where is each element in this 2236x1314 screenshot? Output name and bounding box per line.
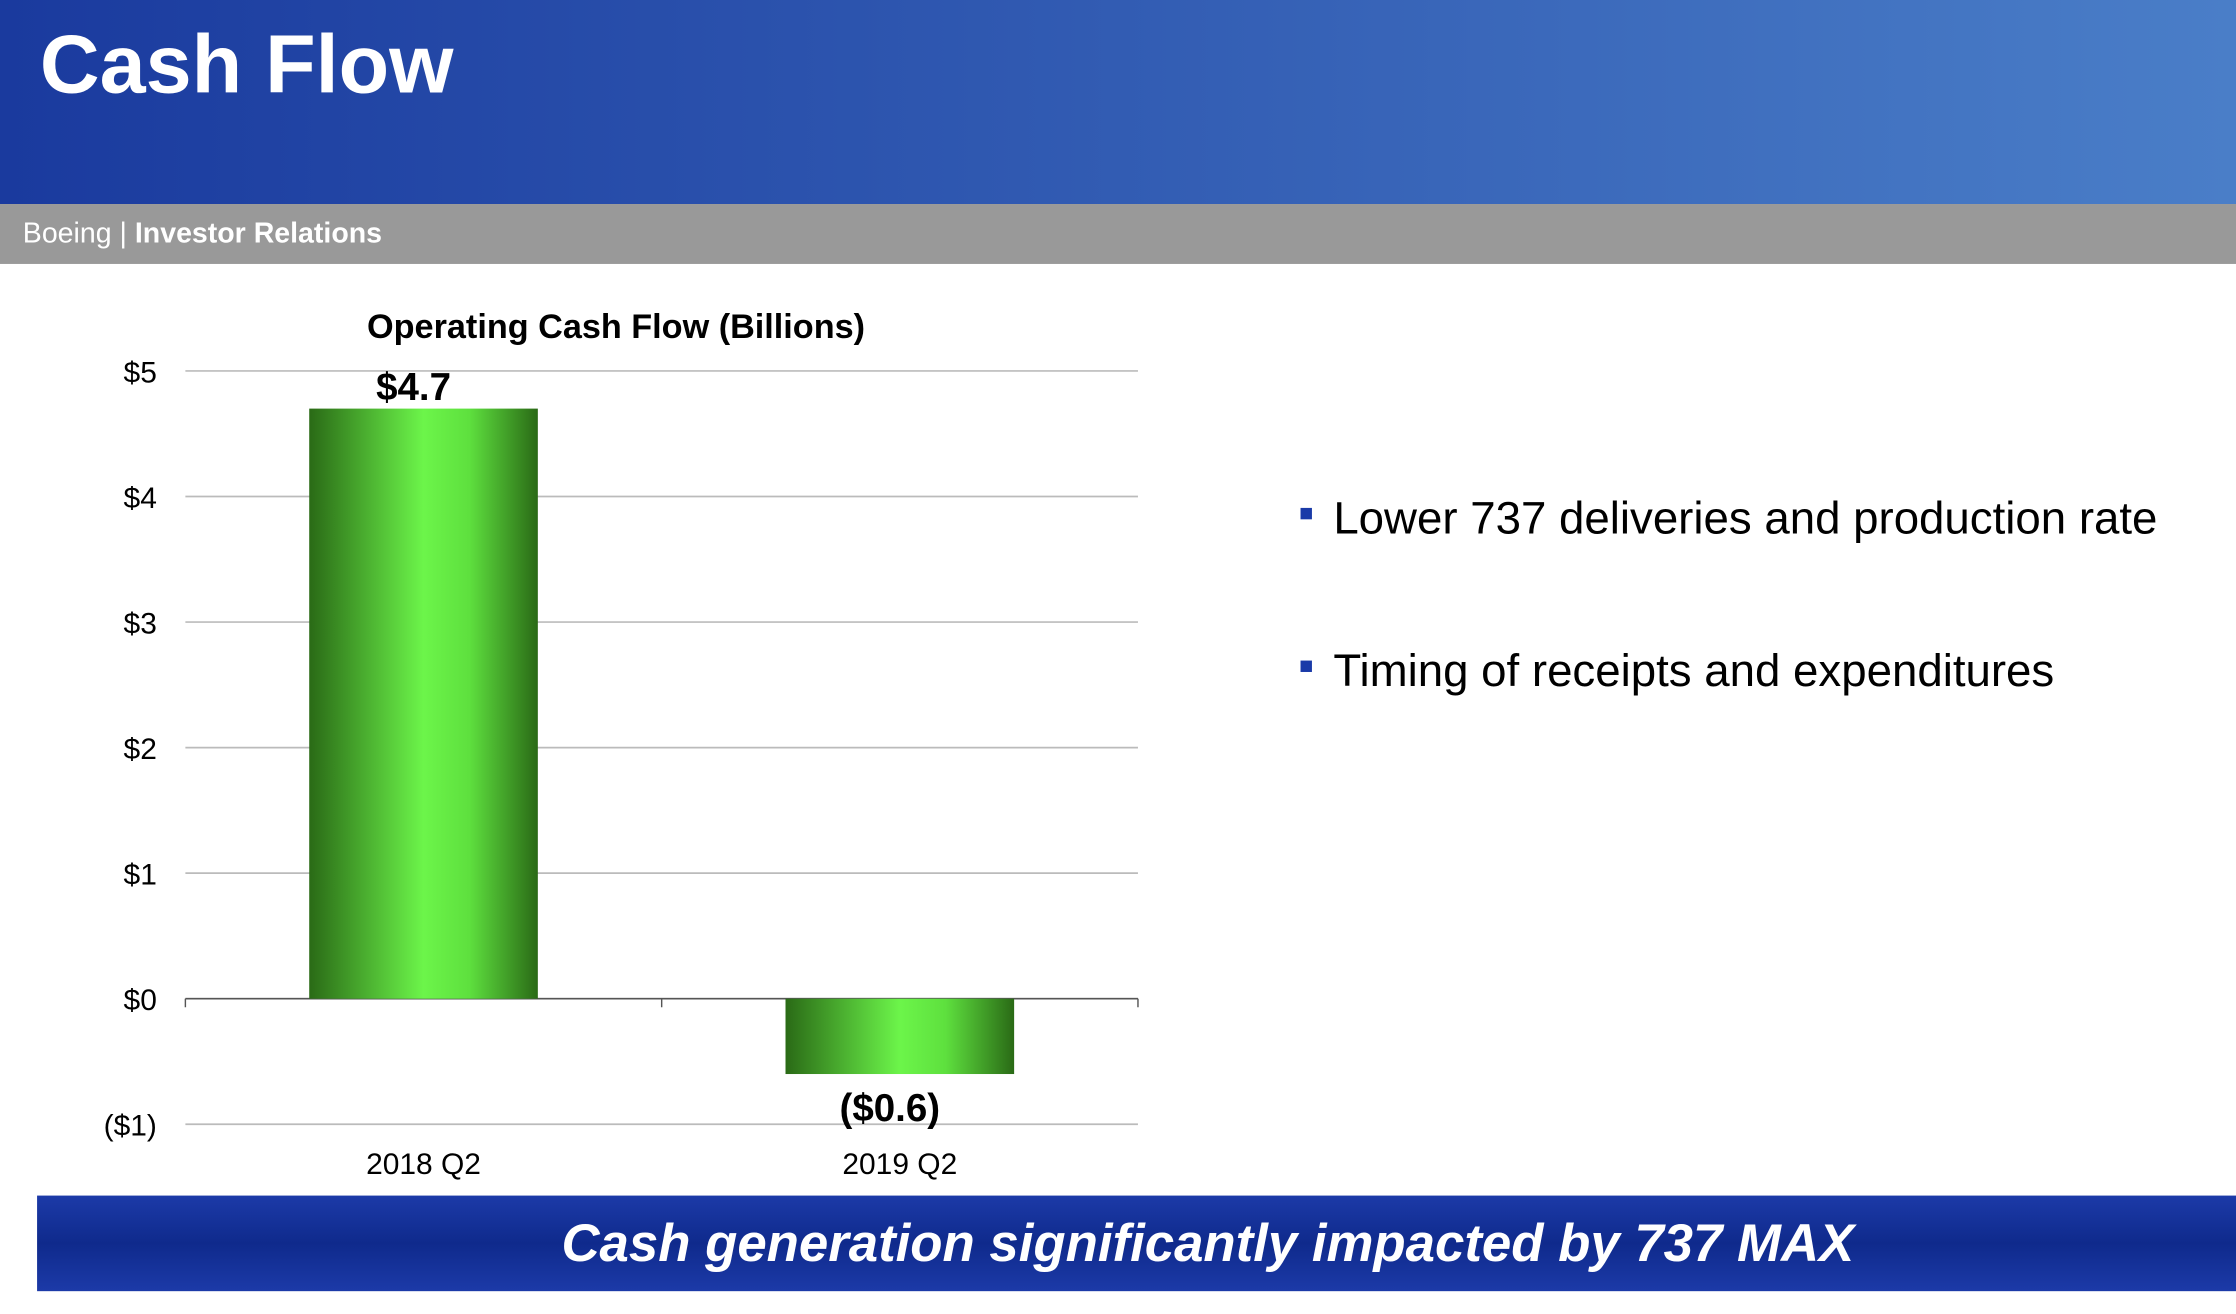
plot: ($1) $0 $1 $2 $3 $4 $5 2018 Q2 $4.7 2019 Q2 ($0.6) bbox=[104, 356, 1139, 1181]
y-tick-label: ($1) bbox=[104, 1110, 157, 1143]
org: Boeing bbox=[23, 218, 112, 250]
y-tick-label: $4 bbox=[124, 482, 157, 515]
section: Investor Relations bbox=[135, 218, 382, 250]
banner-band bbox=[37, 1195, 2236, 1292]
chart-title: Operating Cash Flow (Billions) bbox=[367, 308, 865, 346]
header-band bbox=[0, 0, 2236, 205]
x-tick-label: 2018 Q2 bbox=[366, 1148, 481, 1181]
y-tick-label: $1 bbox=[124, 859, 157, 892]
y-tick-label: $2 bbox=[124, 733, 157, 766]
slide-title: Cash Flow bbox=[40, 18, 454, 111]
separator: | bbox=[120, 218, 127, 250]
value-label: $4.7 bbox=[376, 366, 451, 409]
banner: Cash generation significantly impacted b… bbox=[561, 1214, 1857, 1273]
subheader: Boeing | Investor Relations bbox=[23, 218, 382, 250]
value-label: ($0.6) bbox=[840, 1087, 941, 1130]
bullet-marker bbox=[1300, 507, 1312, 520]
y-tick-label: $0 bbox=[124, 984, 157, 1017]
y-tick-label: $3 bbox=[124, 607, 157, 640]
bar bbox=[785, 998, 1015, 1075]
bar bbox=[309, 408, 538, 999]
bullet-text: Lower 737 deliveries and production rate bbox=[1333, 493, 2157, 544]
x-tick-label: 2019 Q2 bbox=[842, 1148, 957, 1181]
bullets: Lower 737 deliveries and production rate… bbox=[1300, 493, 2157, 696]
bullet-marker bbox=[1300, 660, 1312, 672]
subheader-band bbox=[0, 204, 2236, 264]
bullet-text: Timing of receipts and expenditures bbox=[1333, 645, 2054, 696]
y-tick-label: $5 bbox=[124, 356, 157, 389]
